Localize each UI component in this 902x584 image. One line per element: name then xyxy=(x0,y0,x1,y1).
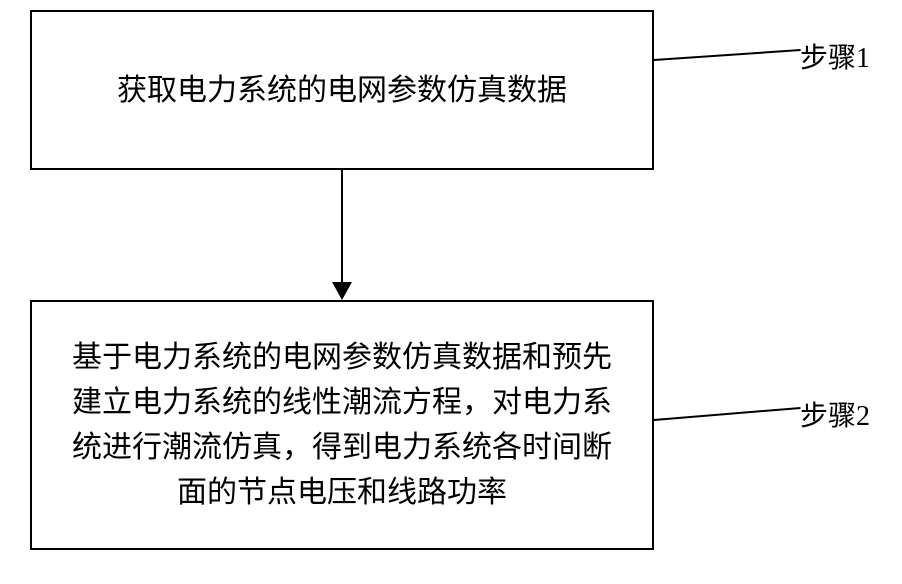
flow-step-2-text: 基于电力系统的电网参数仿真数据和预先建立电力系统的线性潮流方程，对电力系统进行潮… xyxy=(62,335,622,515)
flow-step-1: 获取电力系统的电网参数仿真数据 xyxy=(30,10,654,170)
flow-step-1-text: 获取电力系统的电网参数仿真数据 xyxy=(117,68,567,113)
step-label-2: 步骤2 xyxy=(800,394,870,434)
label-2-leader xyxy=(654,407,801,421)
step-label-1: 步骤1 xyxy=(800,36,870,76)
flow-arrow-line xyxy=(341,170,343,282)
flow-arrow-head xyxy=(332,282,352,300)
label-1-leader xyxy=(654,49,801,61)
flow-step-2: 基于电力系统的电网参数仿真数据和预先建立电力系统的线性潮流方程，对电力系统进行潮… xyxy=(30,300,654,550)
